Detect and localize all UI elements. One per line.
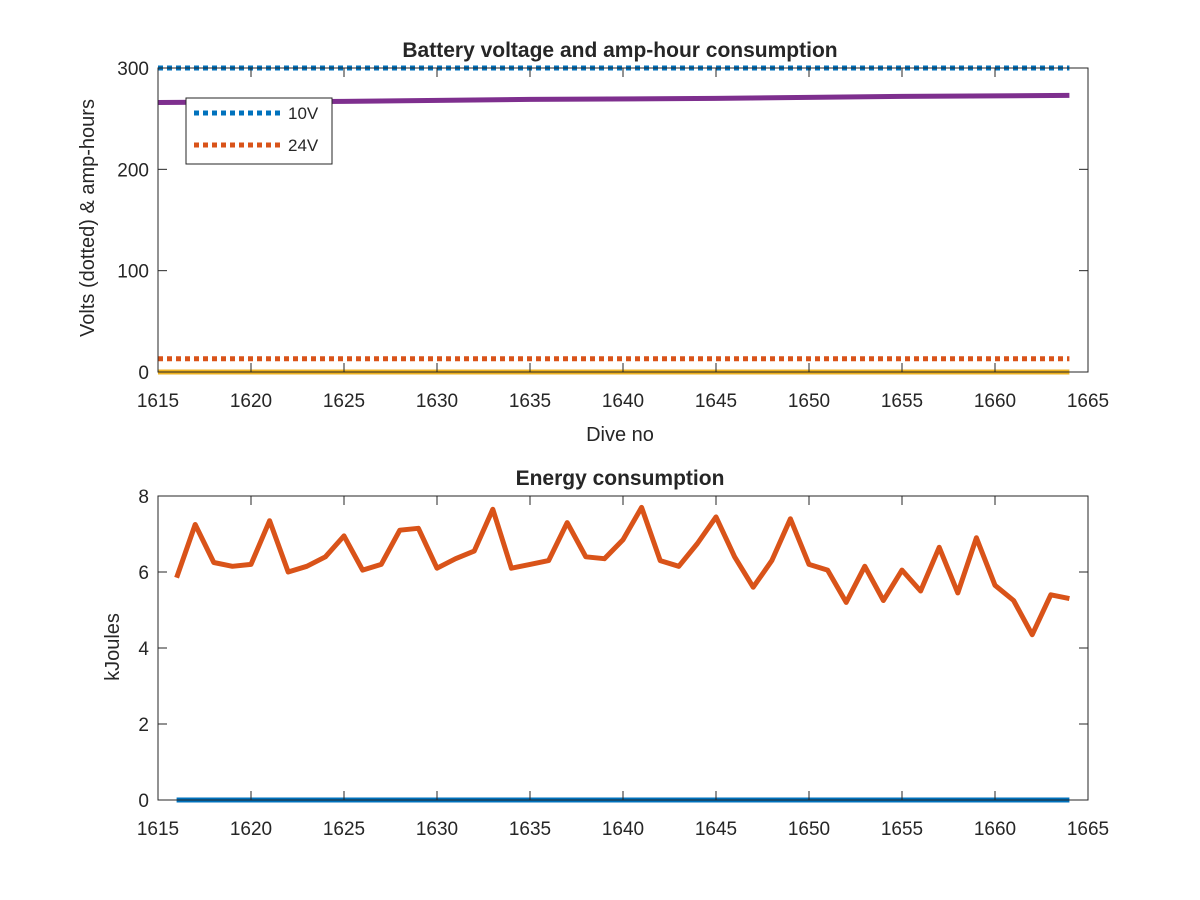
top-chart-y-tick-label: 0 [138, 363, 149, 384]
top-chart-x-tick-label: 1635 [509, 391, 551, 412]
bottom-chart-x-tick-label: 1630 [416, 819, 458, 840]
bottom-chart-x-tick-label: 1665 [1067, 819, 1109, 840]
bottom-chart-ticks: 1615 1620 1625 1630 1635 1640 1645 1650 1655 1660… [137, 487, 1109, 840]
bottom-chart-x-tick-label: 1615 [137, 819, 179, 840]
bottom-chart-x-tick-label: 1655 [881, 819, 923, 840]
bottom-chart: Energy consumption 1615 1620 1625 1630 1635 1… [102, 467, 1109, 840]
bottom-chart-y-axis-label: kJoules [102, 613, 124, 681]
bottom-chart-x-tick-label: 1635 [509, 819, 551, 840]
legend-label-10v: 10V [288, 104, 319, 123]
top-chart-x-tick-label: 1655 [881, 391, 923, 412]
top-chart-x-tick-label: 1615 [137, 391, 179, 412]
top-chart-x-tick-label: 1630 [416, 391, 458, 412]
top-chart-x-tick-label: 1660 [974, 391, 1016, 412]
bottom-chart-y-tick-label: 4 [138, 639, 149, 660]
top-chart-y-tick-label: 200 [117, 160, 149, 181]
bottom-chart-series-line-0 [174, 504, 1070, 638]
top-chart-legend: 10V 24V [185, 97, 333, 165]
bottom-chart-y-tick-label: 8 [138, 487, 149, 508]
top-chart-x-tick-label: 1625 [323, 391, 365, 412]
top-chart-x-tick-label: 1650 [788, 391, 830, 412]
bottom-chart-y-tick-label: 2 [138, 715, 149, 736]
bottom-chart-x-tick-label: 1640 [602, 819, 644, 840]
bottom-chart-title: Energy consumption [516, 467, 725, 490]
legend-label-24v: 24V [288, 136, 319, 155]
top-chart-x-tick-label: 1620 [230, 391, 272, 412]
top-chart-ticks: 1615 1620 1625 1630 1635 1640 1645 1650 1655 1660… [117, 59, 1109, 412]
top-chart-x-axis-label: Dive no [586, 424, 654, 446]
top-chart-x-tick-label: 1640 [602, 391, 644, 412]
bottom-chart-x-tick-label: 1660 [974, 819, 1016, 840]
bottom-chart-x-tick-label: 1625 [323, 819, 365, 840]
top-chart: Battery voltage and amp-hour consumption… [77, 39, 1109, 446]
bottom-chart-x-tick-label: 1650 [788, 819, 830, 840]
top-chart-y-tick-label: 300 [117, 59, 149, 80]
bottom-chart-x-tick-label: 1620 [230, 819, 272, 840]
top-chart-y-axis-label: Volts (dotted) & amp-hours [77, 99, 99, 337]
top-chart-y-tick-label: 100 [117, 262, 149, 283]
bottom-chart-y-tick-label: 6 [138, 563, 149, 584]
top-chart-x-tick-label: 1645 [695, 391, 737, 412]
top-chart-x-tick-label: 1665 [1067, 391, 1109, 412]
legend-box [185, 97, 333, 165]
bottom-chart-y-tick-label: 0 [138, 791, 149, 812]
top-chart-title: Battery voltage and amp-hour consumption [402, 39, 837, 62]
bottom-chart-x-tick-label: 1645 [695, 819, 737, 840]
